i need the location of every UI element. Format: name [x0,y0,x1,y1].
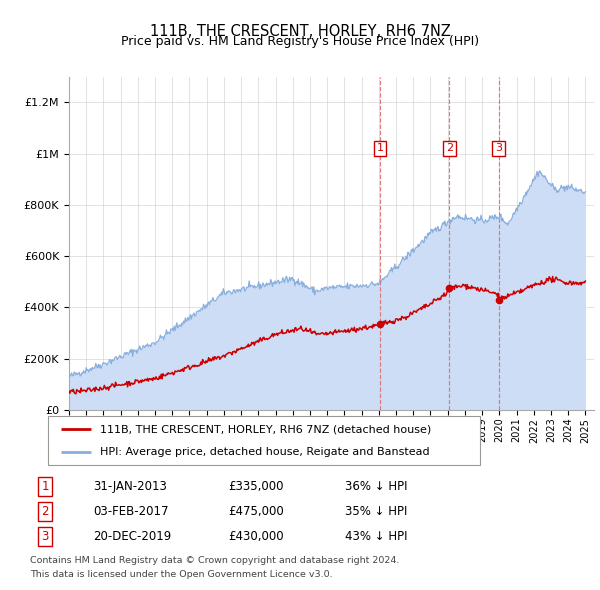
Text: 43% ↓ HPI: 43% ↓ HPI [345,530,407,543]
Text: 2: 2 [41,505,49,518]
Text: 111B, THE CRESCENT, HORLEY, RH6 7NZ (detached house): 111B, THE CRESCENT, HORLEY, RH6 7NZ (det… [100,424,431,434]
Text: £475,000: £475,000 [228,505,284,518]
Text: Contains HM Land Registry data © Crown copyright and database right 2024.: Contains HM Land Registry data © Crown c… [30,556,400,565]
FancyBboxPatch shape [48,416,480,465]
Text: HPI: Average price, detached house, Reigate and Banstead: HPI: Average price, detached house, Reig… [100,447,430,457]
Text: £430,000: £430,000 [228,530,284,543]
Text: This data is licensed under the Open Government Licence v3.0.: This data is licensed under the Open Gov… [30,571,332,579]
Text: 36% ↓ HPI: 36% ↓ HPI [345,480,407,493]
Text: 2: 2 [446,143,453,153]
Text: 111B, THE CRESCENT, HORLEY, RH6 7NZ: 111B, THE CRESCENT, HORLEY, RH6 7NZ [149,24,451,38]
Text: 3: 3 [41,530,49,543]
Text: 3: 3 [495,143,502,153]
Text: 20-DEC-2019: 20-DEC-2019 [93,530,171,543]
Text: 31-JAN-2013: 31-JAN-2013 [93,480,167,493]
Text: 03-FEB-2017: 03-FEB-2017 [93,505,169,518]
Text: 1: 1 [377,143,384,153]
Text: 1: 1 [41,480,49,493]
Text: £335,000: £335,000 [228,480,284,493]
Text: Price paid vs. HM Land Registry's House Price Index (HPI): Price paid vs. HM Land Registry's House … [121,35,479,48]
Text: 35% ↓ HPI: 35% ↓ HPI [345,505,407,518]
